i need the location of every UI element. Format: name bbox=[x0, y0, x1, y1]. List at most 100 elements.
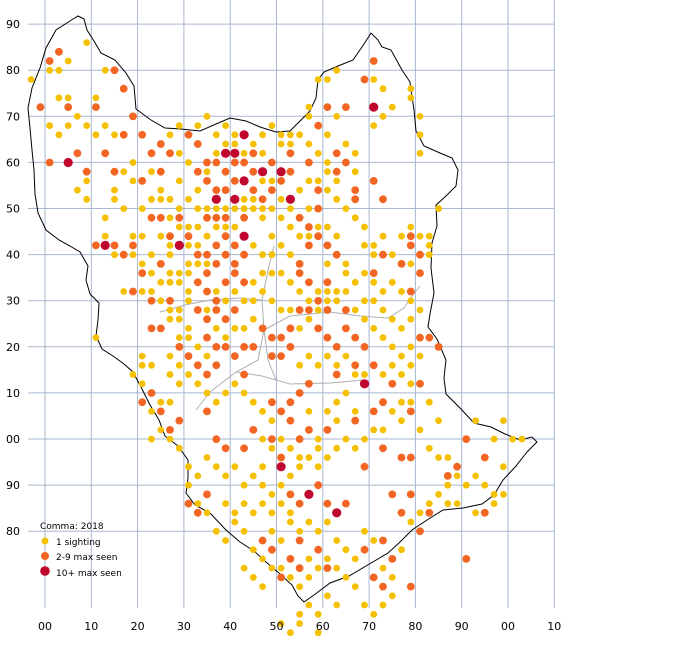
sighting-dot-10-plus bbox=[239, 130, 249, 140]
sighting-dot-2-9 bbox=[268, 398, 276, 407]
sighting-dot-1 bbox=[314, 444, 322, 452]
sighting-dot-1 bbox=[175, 444, 183, 452]
sighting-dot-1 bbox=[287, 629, 294, 637]
sighting-dot-1 bbox=[287, 518, 294, 526]
sighting-dot-1 bbox=[148, 195, 155, 203]
sighting-dot-1 bbox=[398, 398, 405, 406]
sighting-dot-2-9 bbox=[221, 278, 230, 287]
sighting-dot-1 bbox=[148, 408, 155, 415]
sighting-dot-1 bbox=[296, 610, 303, 618]
sighting-dot-2-9 bbox=[212, 241, 221, 250]
sighting-dot-2-9 bbox=[147, 149, 156, 158]
sighting-dot-1 bbox=[138, 361, 146, 369]
sighting-dot-1 bbox=[194, 260, 202, 268]
sighting-dot-2-9 bbox=[240, 370, 249, 379]
sighting-dot-1 bbox=[203, 306, 211, 314]
sighting-dot-1 bbox=[222, 205, 230, 213]
sighting-dot-1 bbox=[388, 592, 396, 600]
x-tick-label: 40 bbox=[223, 620, 237, 633]
sighting-dot-1 bbox=[212, 288, 220, 295]
sighting-dot-1 bbox=[92, 131, 100, 139]
sighting-dot-1 bbox=[388, 343, 396, 351]
sighting-dot-1 bbox=[83, 122, 91, 129]
sighting-dot-2-9 bbox=[203, 213, 211, 222]
sighting-dot-1 bbox=[407, 518, 415, 526]
sighting-dot-2-9 bbox=[295, 536, 304, 545]
sighting-dot-1 bbox=[194, 242, 202, 249]
sighting-dot-1 bbox=[370, 325, 378, 332]
sighting-dot-1 bbox=[342, 140, 350, 148]
sighting-dot-1 bbox=[351, 149, 359, 157]
sighting-dot-1 bbox=[342, 435, 350, 443]
sighting-dot-1 bbox=[231, 131, 239, 139]
sighting-dot-2-9 bbox=[156, 407, 165, 416]
sighting-dot-1 bbox=[500, 491, 507, 498]
sighting-dot-2-9 bbox=[295, 564, 304, 572]
sighting-dot-1 bbox=[240, 195, 248, 203]
sighting-dot-1 bbox=[416, 113, 424, 120]
sighting-dot-2-9 bbox=[129, 241, 137, 250]
sighting-dot-1 bbox=[370, 426, 378, 434]
sighting-dot-2-9 bbox=[305, 158, 313, 167]
sighting-dot-1 bbox=[314, 76, 322, 83]
sighting-dot-1 bbox=[101, 232, 109, 240]
sighting-dot-1 bbox=[166, 251, 174, 259]
sighting-dot-1 bbox=[194, 500, 202, 507]
sighting-dot-1 bbox=[222, 140, 230, 148]
sighting-dot-1 bbox=[249, 574, 257, 581]
sighting-dot-1 bbox=[240, 527, 248, 535]
sighting-dot-1 bbox=[388, 361, 396, 369]
sighting-dot-1 bbox=[388, 278, 396, 286]
sighting-dot-2-9 bbox=[323, 426, 332, 434]
sighting-dot-2-9 bbox=[314, 232, 323, 241]
sighting-dot-10-plus bbox=[276, 462, 286, 472]
sighting-dot-1 bbox=[351, 444, 359, 452]
sighting-dot-1 bbox=[249, 278, 257, 286]
sighting-dot-2-9 bbox=[45, 158, 54, 167]
sighting-dot-1 bbox=[407, 260, 415, 268]
sighting-dot-2-9 bbox=[221, 444, 230, 453]
sighting-dot-10-plus bbox=[258, 167, 268, 177]
sighting-dot-10-plus bbox=[63, 157, 73, 168]
sighting-dot-1 bbox=[46, 122, 53, 129]
sighting-dot-1 bbox=[138, 205, 146, 213]
sighting-dot-2-9 bbox=[268, 186, 276, 195]
sighting-dot-1 bbox=[129, 371, 137, 378]
sighting-dot-1 bbox=[222, 297, 230, 305]
sighting-dot-1 bbox=[287, 444, 294, 452]
sighting-dot-2-9 bbox=[212, 361, 221, 370]
sighting-dot-2-9 bbox=[156, 260, 165, 268]
sighting-dot-1 bbox=[259, 463, 266, 471]
sighting-dot-1 bbox=[388, 103, 396, 111]
y-tick-label: 00 bbox=[6, 433, 20, 446]
sighting-dot-1 bbox=[175, 177, 183, 185]
sighting-dot-1 bbox=[305, 352, 313, 360]
sighting-dot-2-9 bbox=[240, 250, 249, 259]
sighting-dot-1 bbox=[259, 251, 266, 259]
sighting-dot-1 bbox=[111, 186, 118, 194]
sighting-dot-2-9 bbox=[277, 177, 285, 185]
sighting-dot-2-9 bbox=[351, 186, 360, 195]
sighting-dot-1 bbox=[388, 251, 396, 259]
legend-symbol-1-sighting bbox=[41, 537, 49, 545]
sighting-dot-1 bbox=[175, 315, 183, 323]
sighting-dot-1 bbox=[416, 306, 424, 314]
sighting-dot-1 bbox=[314, 564, 322, 572]
sighting-dot-2-9 bbox=[277, 407, 285, 416]
sighting-dot-2-9 bbox=[295, 499, 304, 508]
sighting-dot-2-9 bbox=[425, 508, 434, 517]
sighting-dot-1 bbox=[240, 297, 248, 305]
sighting-dot-1 bbox=[305, 315, 313, 323]
sighting-dot-2-9 bbox=[129, 112, 137, 121]
sighting-dot-2-9 bbox=[369, 361, 378, 370]
sighting-dot-1 bbox=[277, 500, 285, 507]
sighting-dot-1 bbox=[314, 288, 322, 295]
sighting-dot-1 bbox=[259, 408, 266, 415]
sighting-dot-1 bbox=[46, 66, 53, 74]
sighting-dot-2-9 bbox=[119, 84, 128, 93]
sighting-dot-2-9 bbox=[138, 269, 147, 277]
sighting-dot-1 bbox=[472, 472, 479, 480]
sighting-dot-2-9 bbox=[221, 186, 230, 195]
sighting-dot-1 bbox=[314, 149, 322, 157]
